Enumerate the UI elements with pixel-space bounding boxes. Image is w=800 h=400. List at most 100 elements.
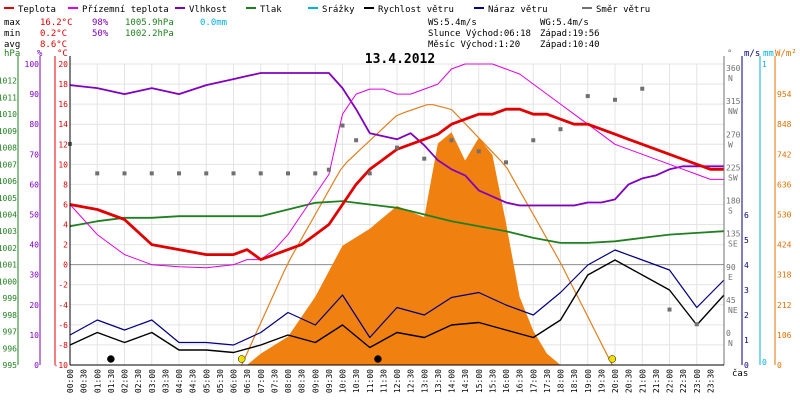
tick-label-ms: 2 <box>744 311 749 320</box>
x-tick-label: 16:00 <box>502 369 511 393</box>
markers <box>107 355 617 363</box>
wind-direction-point <box>476 149 481 154</box>
x-tick-label: 14:00 <box>448 369 457 393</box>
tick-label-hpa: 1010 <box>0 110 17 119</box>
tick-label-ms: 4 <box>744 261 749 270</box>
sun-moon-marker <box>237 355 246 363</box>
tick-label-hpa: 1008 <box>0 144 17 153</box>
x-tick-label: 05:00 <box>202 369 211 393</box>
wind-direction-point <box>422 156 427 161</box>
x-tick-label: 09:00 <box>311 369 320 393</box>
tick-label-dir: SE <box>728 240 738 249</box>
stats-avg-label: avg <box>4 40 20 50</box>
x-tick-label: 08:00 <box>284 369 293 393</box>
tick-label-degc: 14 <box>58 120 68 129</box>
wind-direction-point <box>694 322 699 327</box>
x-tick-label: 19:00 <box>584 369 593 393</box>
tick-label-deg: 0 <box>726 329 731 338</box>
x-tick-label: 13:30 <box>434 369 443 393</box>
tick-label-pct: 50 <box>29 211 39 220</box>
x-tick-label: 22:00 <box>666 369 675 393</box>
wind-direction-point <box>640 86 645 91</box>
tick-label-wm2: 0 <box>777 361 782 370</box>
x-tick-label: 09:30 <box>325 369 334 393</box>
x-tick-label: 23:30 <box>706 369 715 393</box>
wind-direction-point <box>449 138 454 143</box>
legend-label: Tlak <box>260 5 282 15</box>
tick-label-hpa: 1009 <box>0 127 17 136</box>
x-tick-label: 21:30 <box>652 369 661 393</box>
moon-set-info: Západ:10:40 <box>540 40 600 50</box>
tick-label-pct: 90 <box>29 90 39 99</box>
wind-direction-point <box>149 171 154 176</box>
tick-label-pct: 10 <box>29 331 39 340</box>
series-tlak <box>69 200 725 244</box>
tick-label-hpa: 1007 <box>0 160 17 169</box>
tick-label-hpa: 1011 <box>0 93 17 102</box>
x-tick-label: 12:00 <box>393 369 402 393</box>
tick-label-wm2: 742 <box>777 150 792 159</box>
x-tick-label: 05:30 <box>216 369 225 393</box>
stats-max-label: max <box>4 18 21 28</box>
tick-label-pct: 0 <box>34 361 39 370</box>
x-tick-label: 15:30 <box>488 369 497 393</box>
x-tick-label: 01:30 <box>107 369 116 393</box>
wind-direction-point <box>395 145 399 150</box>
axes: 9959969979989991000100110021003100410051… <box>0 56 792 393</box>
wind-direction-point <box>286 171 290 176</box>
axis-unit-wm2: W/m² <box>775 49 797 59</box>
tick-label-hpa: 995 <box>3 361 18 370</box>
x-tick-label: 11:30 <box>379 369 388 393</box>
wind-direction-point <box>504 160 508 165</box>
axis-unit-pct: % <box>37 49 43 59</box>
tick-label-hpa: 1004 <box>0 211 17 220</box>
wind-speed-info: WS:5.4m/s <box>428 18 477 28</box>
stats-max-temp: 16.2°C <box>40 18 73 28</box>
tick-label-pct: 60 <box>29 180 39 189</box>
axis-unit-mm: mm <box>763 49 774 59</box>
x-tick-label: 16:30 <box>516 369 525 393</box>
wind-direction-point <box>122 171 127 176</box>
x-tick-label: 06:30 <box>243 369 252 393</box>
tick-label-deg: 135 <box>726 230 741 239</box>
tick-label-degc: 16 <box>58 100 68 109</box>
x-tick-label: 14:30 <box>461 369 470 393</box>
tick-label-pct: 40 <box>29 241 39 250</box>
stats-max-rain: 0.0mm <box>200 18 227 28</box>
wind-direction-point <box>313 171 318 176</box>
moon-rise-info: Měsíc Východ:1:20 <box>428 40 520 50</box>
tick-label-hpa: 1006 <box>0 177 17 186</box>
x-tick-label: 20:00 <box>611 369 620 393</box>
tick-label-degc: 20 <box>58 60 68 69</box>
sun-set-info: Západ:19:56 <box>540 29 600 39</box>
data-series <box>68 63 725 354</box>
tick-label-deg: 90 <box>726 263 736 272</box>
x-tick-label: 18:00 <box>557 369 566 393</box>
wind-direction-point <box>326 167 331 172</box>
x-tick-label: 19:30 <box>597 369 606 393</box>
tick-label-degc: 12 <box>58 140 68 149</box>
tick-label-dir: E <box>728 273 733 282</box>
tick-label-hpa: 997 <box>3 328 18 337</box>
legend-label: Směr větru <box>596 5 650 15</box>
tick-label-dir: N <box>728 339 733 348</box>
tick-label-pct: 80 <box>29 120 39 129</box>
wind-direction-point <box>340 123 345 128</box>
tick-label-deg: 360 <box>726 64 741 73</box>
x-tick-label: 17:00 <box>529 369 538 393</box>
tick-label-hpa: 1012 <box>0 77 17 86</box>
tick-label-degc: 10 <box>58 160 68 169</box>
tick-label-degc: -10 <box>54 361 69 370</box>
wind-direction-point <box>354 138 359 143</box>
tick-label-hpa: 996 <box>3 344 18 353</box>
tick-label-ms: 0 <box>744 361 749 370</box>
tick-label-hpa: 998 <box>3 311 18 320</box>
tick-label-hpa: 1003 <box>0 227 17 236</box>
sun-moon-marker <box>374 355 382 363</box>
axis-unit-ms: m/s <box>744 49 760 59</box>
x-tick-label: 10:30 <box>352 369 361 393</box>
tick-label-dir: S <box>728 207 733 216</box>
series-teplota <box>69 107 724 262</box>
tick-label-deg: 270 <box>726 130 741 139</box>
wind-direction-point <box>258 171 263 176</box>
